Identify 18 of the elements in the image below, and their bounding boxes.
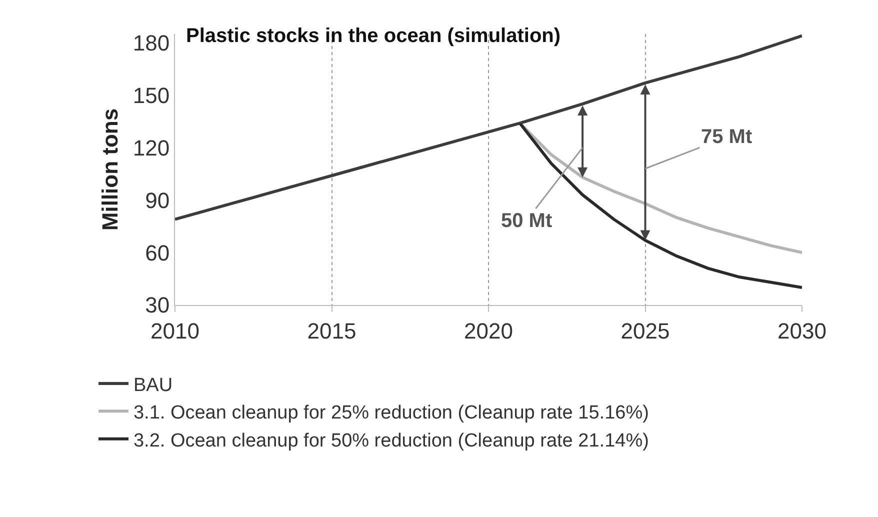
annotation: 75 Mt xyxy=(701,126,752,148)
y-tick-label: 60 xyxy=(145,240,170,266)
legend-label: 3.1. Ocean cleanup for 25% reduction (Cleanup rate 15.16%) xyxy=(133,402,649,424)
y-tick-label: 90 xyxy=(145,188,170,213)
x-tick-label: 2020 xyxy=(464,318,513,344)
x-tick-label: 2010 xyxy=(150,318,200,344)
x-tick-label: 2030 xyxy=(778,318,826,344)
y-tick-label: 120 xyxy=(132,135,170,160)
y-tick-label: 30 xyxy=(145,292,170,318)
legend-label: BAU xyxy=(133,374,173,396)
y-tick-label: 180 xyxy=(132,30,170,56)
chart-title: Plastic stocks in the ocean (simulation) xyxy=(186,25,561,47)
x-tick-label: 2025 xyxy=(620,318,670,344)
x-tick-label: 2015 xyxy=(307,318,356,344)
y-axis-title: Million tons xyxy=(98,108,123,231)
annotation: 50 Mt xyxy=(501,210,552,232)
y-tick-label: 150 xyxy=(132,82,170,108)
legend-label: 3.2. Ocean cleanup for 50% reduction (Cleanup rate 21.14%) xyxy=(133,430,649,452)
